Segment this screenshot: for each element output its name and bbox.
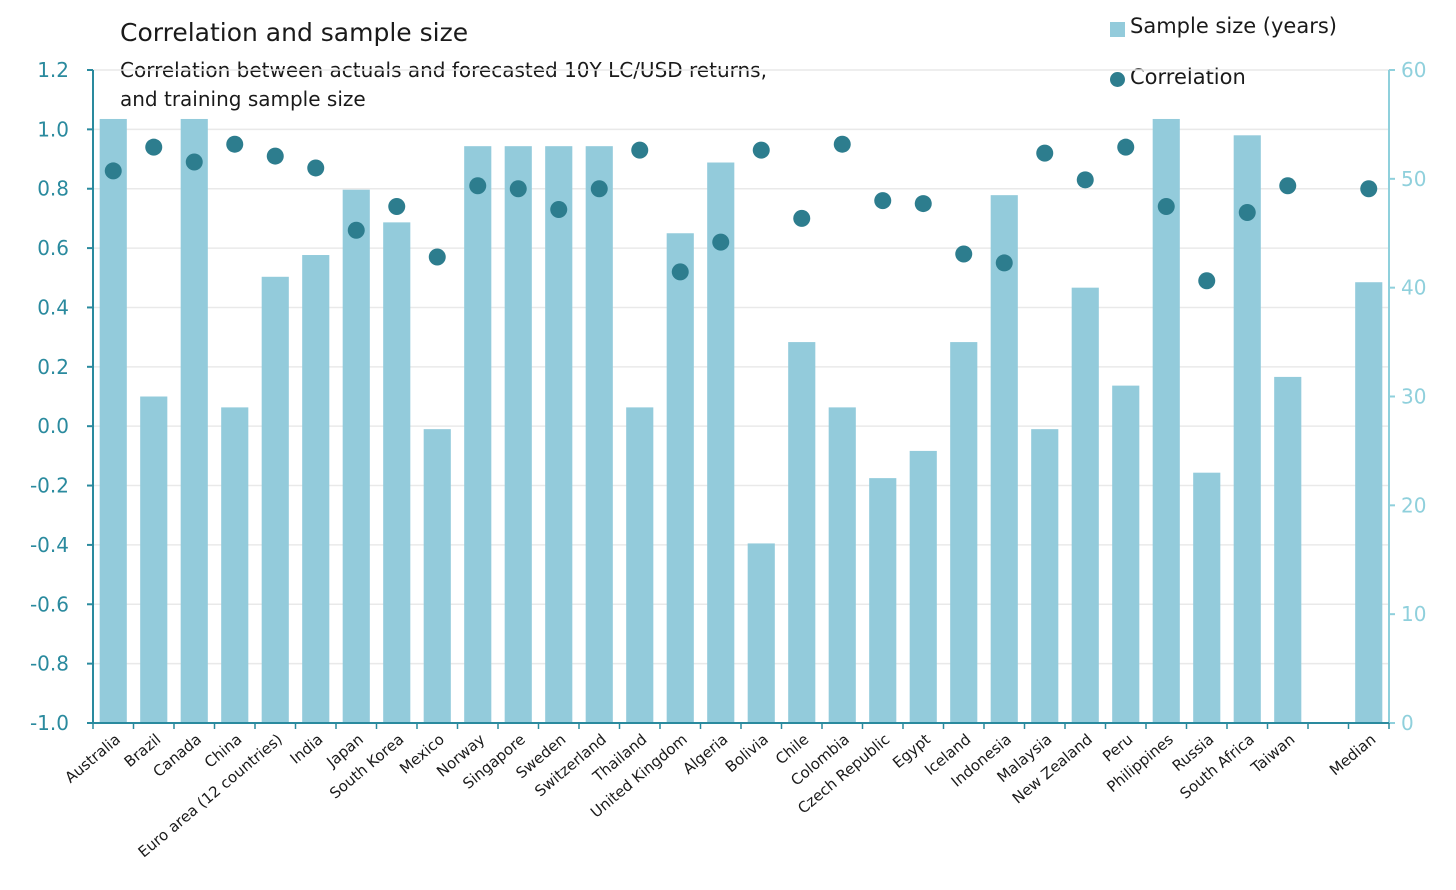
correlation-point [1036, 144, 1054, 162]
correlation-point [1157, 198, 1175, 216]
left-axis-tick-label: -1.0 [30, 711, 69, 735]
bar [423, 429, 451, 723]
left-axis-tick-label: -0.2 [30, 474, 69, 498]
left-axis-tick-label: 0.6 [37, 236, 69, 260]
bar [1152, 118, 1180, 724]
correlation-point [104, 162, 122, 180]
chart-subtitle-line-2: and training sample size [120, 87, 366, 111]
x-axis-category-label: India [287, 730, 327, 767]
bar [990, 195, 1018, 724]
legend-swatch-bar [1110, 22, 1125, 37]
bar [1274, 376, 1302, 723]
legend-swatch-dot [1110, 72, 1125, 87]
correlation-point [793, 209, 811, 227]
correlation-point [671, 263, 689, 281]
correlation-point [307, 159, 325, 177]
bar [1355, 282, 1383, 723]
right-axis-tick-label: 10 [1401, 602, 1426, 626]
bar [140, 396, 168, 723]
left-axis-tick-label: 1.0 [37, 117, 69, 141]
correlation-point [185, 153, 203, 171]
correlation-point [1360, 180, 1378, 198]
correlation-point [914, 195, 932, 213]
correlation-point [995, 254, 1013, 272]
correlation-point [1238, 203, 1256, 221]
right-axis-tick-label: 0 [1401, 711, 1414, 735]
bar [585, 146, 613, 723]
right-axis-tick-label: 20 [1401, 493, 1426, 517]
right-axis-tick-label: 30 [1401, 385, 1426, 409]
bar [1031, 429, 1059, 723]
bar [1193, 472, 1221, 723]
correlation-point [266, 147, 284, 165]
correlation-point [226, 135, 244, 153]
bar [302, 255, 330, 723]
correlation-point [388, 198, 406, 216]
bar [180, 118, 208, 724]
correlation-point [347, 221, 365, 239]
correlation-point [1076, 171, 1094, 189]
correlation-point [712, 233, 730, 251]
bar [869, 478, 897, 723]
correlation-point [469, 177, 487, 195]
chart-title: Correlation and sample size [120, 18, 469, 47]
correlation-point [955, 245, 973, 263]
correlation-point [752, 141, 770, 159]
x-axis-category-label: Australia [61, 730, 123, 786]
right-axis-tick-label: 40 [1401, 276, 1426, 300]
correlation-point [590, 180, 608, 198]
x-axis-category-label: Taiwan [1247, 730, 1298, 777]
bar [383, 222, 411, 723]
right-axis-tick-label: 50 [1401, 167, 1426, 191]
right-axis-tick-label: 60 [1401, 58, 1426, 82]
legend-label-sample-size: Sample size (years) [1130, 14, 1337, 38]
correlation-point [145, 138, 163, 156]
bar [626, 407, 654, 723]
bar [788, 342, 816, 723]
bar [221, 407, 249, 723]
bar [1071, 287, 1099, 723]
correlation-point [631, 141, 649, 159]
correlation-point [509, 180, 527, 198]
bar [1233, 135, 1261, 724]
correlation-point [1117, 138, 1135, 156]
correlation-point [1279, 177, 1297, 195]
correlation-point [1198, 272, 1216, 290]
left-axis-tick-label: 0.2 [37, 355, 69, 379]
x-axis-category-label: Median [1326, 730, 1379, 779]
bar [464, 146, 492, 723]
bar [707, 162, 735, 724]
bar [828, 407, 856, 723]
left-axis-tick-label: 1.2 [37, 58, 69, 82]
left-axis-tick-label: -0.6 [30, 592, 69, 616]
bar [504, 146, 532, 723]
bar [666, 233, 694, 723]
x-axis-category-label: Algeria [679, 730, 731, 778]
correlation-point [428, 248, 446, 266]
legend-label-correlation: Correlation [1130, 65, 1246, 89]
left-axis-tick-label: 0.8 [37, 177, 69, 201]
bar [1112, 385, 1140, 723]
left-axis-tick-label: -0.8 [30, 652, 69, 676]
left-axis-tick-label: -0.4 [30, 533, 69, 557]
bar [747, 543, 775, 723]
x-axis-category-label: Bolivia [722, 730, 772, 776]
bar [950, 342, 978, 723]
correlation-point [833, 135, 851, 153]
bar [342, 189, 370, 723]
left-axis-tick-label: 0.0 [37, 414, 69, 438]
bar [909, 450, 937, 723]
bar [99, 118, 127, 724]
correlation-point [874, 192, 892, 210]
bar [261, 276, 289, 723]
left-axis-tick-label: 0.4 [37, 295, 69, 319]
correlation-point [550, 201, 568, 219]
bar [545, 146, 573, 723]
